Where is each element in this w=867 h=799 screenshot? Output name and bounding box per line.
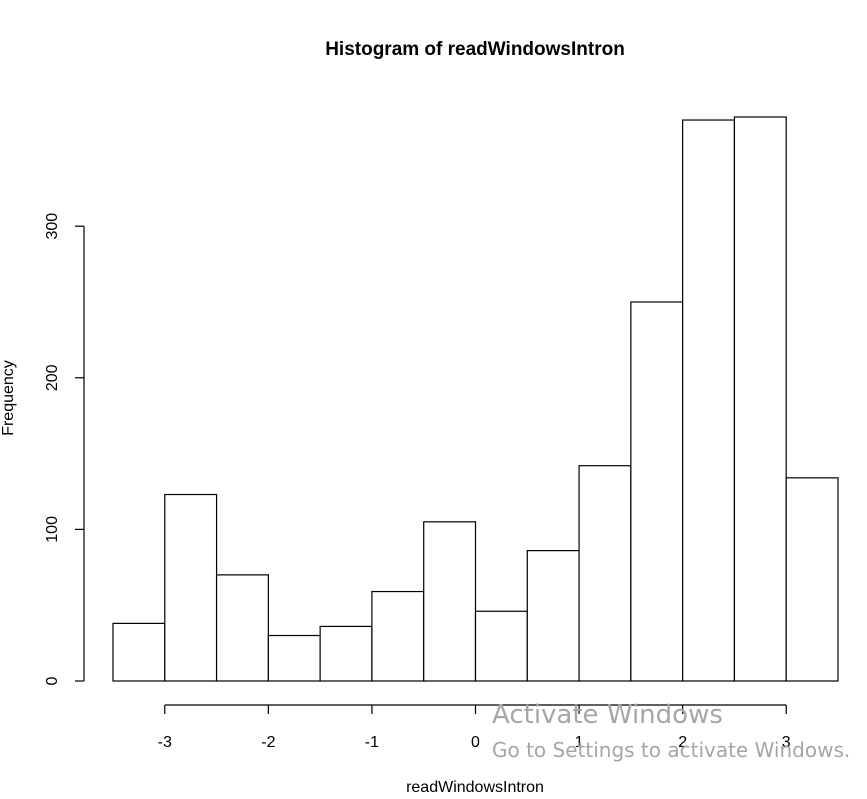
histogram-bar — [578, 465, 632, 682]
histogram-bar — [164, 493, 218, 682]
y-axis-label: Frequency — [0, 360, 17, 436]
histogram-bar — [423, 521, 477, 682]
activate-windows-subtitle: Go to Settings to activate Windows. — [492, 738, 851, 762]
x-tick-label: -3 — [158, 734, 172, 751]
y-tick-label: 100 — [44, 516, 61, 543]
x-axis: -3 -2 -1 0 1 2 3 — [158, 704, 791, 751]
histogram-bar — [112, 622, 166, 682]
x-tick-label: 1 — [575, 734, 584, 751]
x-axis-label: readWindowsIntron — [406, 779, 544, 796]
histogram-bar — [630, 301, 684, 682]
y-tick-label: 300 — [44, 213, 61, 240]
histogram-bar — [267, 634, 321, 682]
histogram-bar — [371, 590, 425, 682]
x-tick-label: -2 — [261, 734, 275, 751]
y-axis: 0 100 200 300 — [44, 213, 85, 685]
histogram-bar — [526, 550, 580, 682]
histogram-bar — [215, 574, 269, 682]
x-tick-label: 2 — [678, 734, 687, 751]
histogram-bar — [474, 610, 528, 682]
histogram-bar — [733, 116, 787, 682]
x-tick-label: 0 — [471, 734, 480, 751]
x-tick-label: 3 — [782, 734, 791, 751]
histogram-bar — [785, 477, 839, 682]
activate-windows-title: Activate Windows — [492, 700, 723, 730]
y-tick-label: 200 — [44, 364, 61, 391]
histogram-bars — [112, 116, 839, 682]
chart-title: Histogram of readWindowsIntron — [325, 39, 625, 60]
x-tick-label: -1 — [365, 734, 379, 751]
histogram-bar — [319, 625, 373, 682]
y-tick-label: 0 — [44, 676, 61, 685]
histogram-bar — [682, 119, 736, 682]
